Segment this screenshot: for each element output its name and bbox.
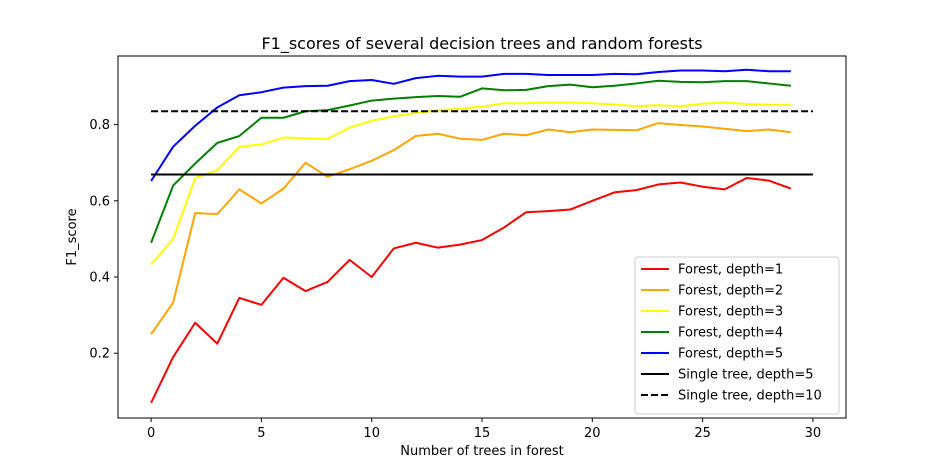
series-lines xyxy=(150,68,813,404)
series-line-forest-depth-1 xyxy=(150,176,792,404)
y-tick-label: 0.2 xyxy=(89,347,110,362)
legend-label-forest-depth-3: Forest, depth=3 xyxy=(678,305,783,320)
x-tick-label: 15 xyxy=(474,426,491,441)
legend-label-forest-depth-2: Forest, depth=2 xyxy=(678,284,783,299)
y-tick-label: 0.6 xyxy=(89,194,110,209)
x-tick-label: 30 xyxy=(805,426,822,441)
legend-label-forest-depth-1: Forest, depth=1 xyxy=(678,263,783,278)
y-tick-label: 0.8 xyxy=(89,118,110,133)
chart-title: F1_scores of several decision trees and … xyxy=(261,34,702,54)
legend: Forest, depth=1 Forest, depth=2 Forest, de… xyxy=(634,256,840,415)
series-line-forest-depth-4 xyxy=(150,79,791,244)
legend-label-forest-depth-5: Forest, depth=5 xyxy=(678,347,783,362)
series-line-forest-depth-5 xyxy=(150,68,791,182)
x-axis-label: Number of trees in forest xyxy=(400,444,564,459)
y-axis: 0.2 0.4 0.6 0.8 xyxy=(89,118,118,362)
legend-label-single-tree-depth-10: Single tree, depth=10 xyxy=(678,389,822,404)
series-line-forest-depth-3 xyxy=(150,101,791,266)
x-axis: 0 5 10 15 20 25 30 xyxy=(147,418,821,441)
y-axis-label: F1_score xyxy=(65,208,80,265)
x-tick-label: 25 xyxy=(694,426,711,441)
x-tick-label: 10 xyxy=(363,426,380,441)
x-tick-label: 5 xyxy=(257,426,265,441)
x-tick-label: 20 xyxy=(584,426,601,441)
x-tick-label: 0 xyxy=(147,426,155,441)
legend-label-forest-depth-4: Forest, depth=4 xyxy=(678,326,783,341)
legend-label-single-tree-depth-5: Single tree, depth=5 xyxy=(678,368,814,383)
series-line-forest-depth-2 xyxy=(150,122,791,335)
legend-frame xyxy=(634,256,840,415)
y-tick-label: 0.4 xyxy=(89,271,110,286)
